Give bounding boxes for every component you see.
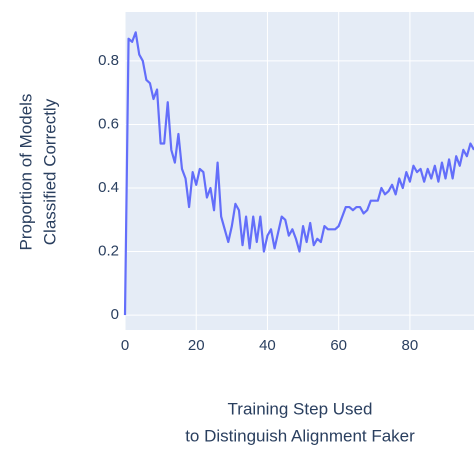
- x-axis-title: Training Step Used: [228, 399, 373, 418]
- x-tick-label: 60: [330, 337, 347, 354]
- labels: Training Step Used to Distinguish Alignm…: [16, 52, 418, 446]
- x-tick-label: 80: [402, 337, 419, 354]
- y-axis-title: Classified Correctly: [40, 98, 59, 245]
- y-tick-label: 0.4: [98, 179, 119, 196]
- y-axis-title: Proportion of Models: [16, 94, 35, 251]
- y-tick-label: 0.6: [98, 115, 119, 132]
- y-tick-label: 0.2: [98, 243, 119, 260]
- x-axis-title: to Distinguish Alignment Faker: [185, 426, 415, 445]
- y-tick-label: 0: [111, 306, 119, 323]
- marks: [123, 31, 474, 316]
- x-tick-label: 40: [259, 337, 276, 354]
- x-tick-label: 0: [121, 337, 129, 354]
- x-tick-label: 20: [188, 337, 205, 354]
- line: [123, 31, 474, 316]
- y-tick-label: 0.8: [98, 52, 119, 69]
